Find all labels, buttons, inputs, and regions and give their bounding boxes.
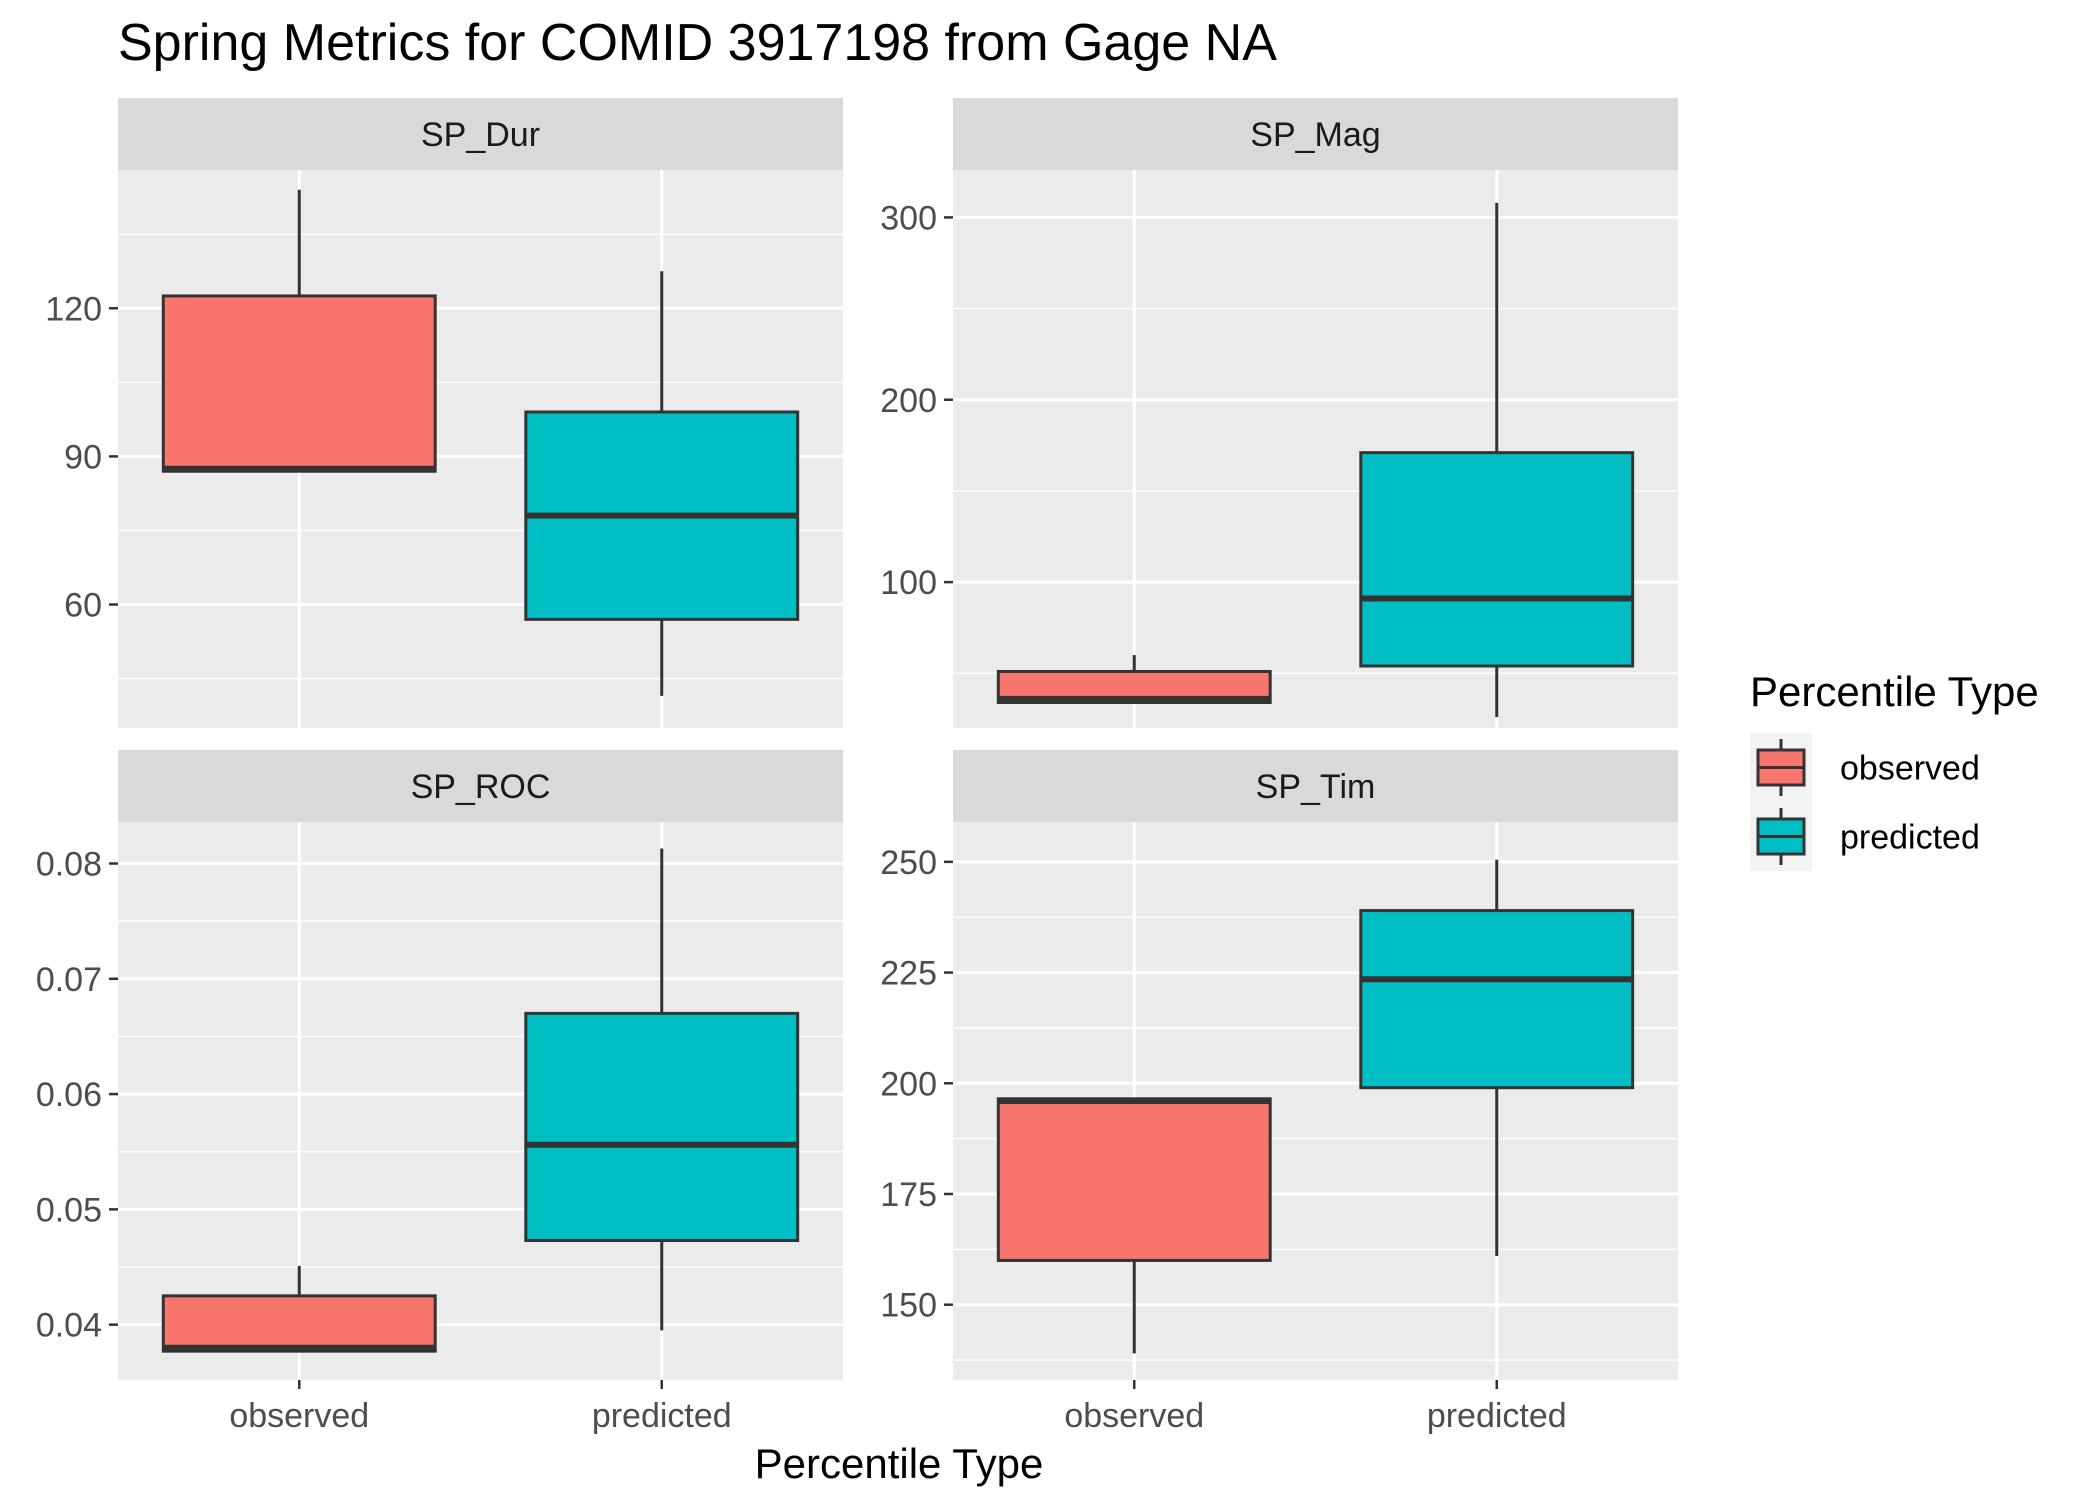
strip-label: SP_Dur (421, 116, 540, 154)
panel-sp-roc: SP_ROC 0.04 0.05 0.06 0.07 0.08 observed predic… (36, 750, 843, 1435)
facet-panels: SP_Dur 60 90 120 SP_Mag 100 200 300 SP_ROC 0.04 0.… (36, 98, 1678, 1435)
y-tick-label: 200 (880, 1065, 937, 1103)
y-tick-label: 100 (880, 564, 937, 602)
strip-background (118, 750, 843, 822)
x-tick-label: observed (1064, 1397, 1204, 1435)
iqr-box (1359, 909, 1635, 1090)
y-tick-label: 200 (880, 382, 937, 420)
strip-background (118, 98, 843, 170)
box-predicted (1359, 202, 1635, 718)
y-tick-label: 0.07 (36, 961, 102, 999)
legend-keys: observed predicted (1750, 733, 1980, 871)
y-tick-label: 225 (880, 955, 937, 993)
strip-label: SP_ROC (411, 768, 551, 806)
x-axis-title: Percentile Type (755, 1440, 1044, 1487)
iqr-box (996, 1097, 1272, 1262)
y-tick-label: 120 (45, 290, 102, 328)
panel-sp-dur: SP_Dur 60 90 120 (45, 98, 843, 728)
x-tick-label: predicted (592, 1397, 732, 1435)
y-tick-label: 90 (64, 438, 102, 476)
box-predicted (524, 271, 800, 696)
y-tick-label: 0.04 (36, 1307, 102, 1345)
strip-label: SP_Tim (1256, 768, 1376, 806)
legend-label: predicted (1840, 819, 1980, 857)
iqr-box (161, 1294, 437, 1353)
y-tick-label: 150 (880, 1287, 937, 1325)
strip-background (953, 98, 1678, 170)
legend-title: Percentile Type (1750, 668, 2039, 715)
box-observed (161, 1265, 437, 1353)
legend-key-predicted: predicted (1750, 802, 1980, 871)
y-tick-label: 60 (64, 587, 102, 625)
chart-title: Spring Metrics for COMID 3917198 from Ga… (118, 14, 1277, 72)
box-observed (996, 655, 1272, 704)
iqr-box (161, 294, 437, 473)
y-tick-label: 0.05 (36, 1191, 102, 1229)
panel-sp-mag: SP_Mag 100 200 300 (880, 98, 1678, 728)
legend: Percentile Type observed predicted (1750, 668, 2039, 871)
panel-sp-tim: SP_Tim 150 175 200 225 250 observed predicted (880, 750, 1678, 1435)
iqr-box (1359, 451, 1635, 668)
box-predicted (1359, 859, 1635, 1256)
box-predicted (524, 848, 800, 1331)
y-tick-label: 0.06 (36, 1076, 102, 1114)
x-tick-label: predicted (1427, 1397, 1567, 1435)
x-tick-label: observed (229, 1397, 369, 1435)
strip-label: SP_Mag (1250, 116, 1380, 154)
legend-key-observed: observed (1750, 733, 1980, 802)
y-tick-label: 250 (880, 844, 937, 882)
strip-background (953, 750, 1678, 822)
y-tick-label: 300 (880, 199, 937, 237)
y-tick-label: 175 (880, 1176, 937, 1214)
box-observed (996, 1097, 1272, 1354)
y-tick-label: 0.08 (36, 846, 102, 884)
legend-label: observed (1840, 750, 1980, 788)
iqr-box (524, 1011, 800, 1243)
box-observed (161, 189, 437, 473)
